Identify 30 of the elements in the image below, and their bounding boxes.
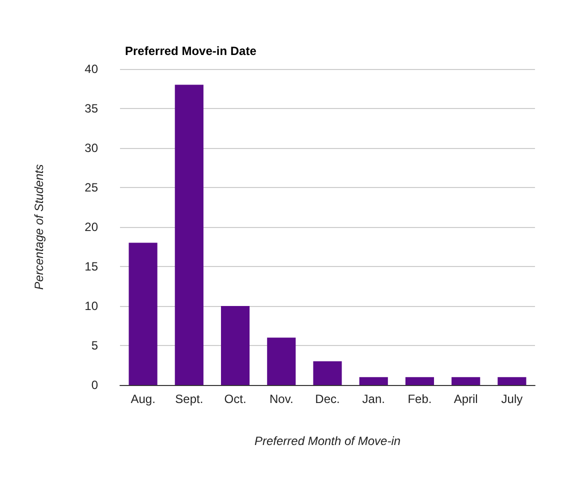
y-tick-label: 30 xyxy=(84,141,98,155)
y-tick-label: 0 xyxy=(91,378,98,392)
y-tick-label: 15 xyxy=(84,260,98,274)
x-tick-label: Aug. xyxy=(130,392,156,406)
y-tick-label: 20 xyxy=(84,220,98,234)
bar xyxy=(452,377,480,385)
bar xyxy=(359,377,388,385)
x-tick-label: Oct. xyxy=(224,392,246,406)
y-tick-label: 40 xyxy=(84,62,98,76)
y-tick-label: 35 xyxy=(84,102,98,116)
chart-title: Preferred Move-in Date xyxy=(125,44,257,58)
bar xyxy=(405,377,434,385)
x-tick-label: Sept. xyxy=(175,392,204,406)
x-tick-label: Dec. xyxy=(315,392,340,406)
bar xyxy=(498,377,526,385)
bar xyxy=(267,338,296,385)
x-tick-label: Nov. xyxy=(269,392,294,406)
bar xyxy=(174,84,204,385)
y-tick-label: 25 xyxy=(84,180,98,194)
y-axis-title: Percentage of Students xyxy=(32,164,46,290)
bar xyxy=(313,361,342,385)
y-tick-label: 5 xyxy=(91,338,98,352)
bar xyxy=(220,306,250,385)
x-tick-label: April xyxy=(454,392,478,406)
x-axis-title: Preferred Month of Move-in xyxy=(254,434,401,448)
x-tick-label: July xyxy=(501,392,523,406)
y-tick-label: 10 xyxy=(84,299,98,313)
bar xyxy=(128,242,158,385)
x-tick-label: Jan. xyxy=(362,392,385,406)
x-tick-label: Feb. xyxy=(408,392,432,406)
